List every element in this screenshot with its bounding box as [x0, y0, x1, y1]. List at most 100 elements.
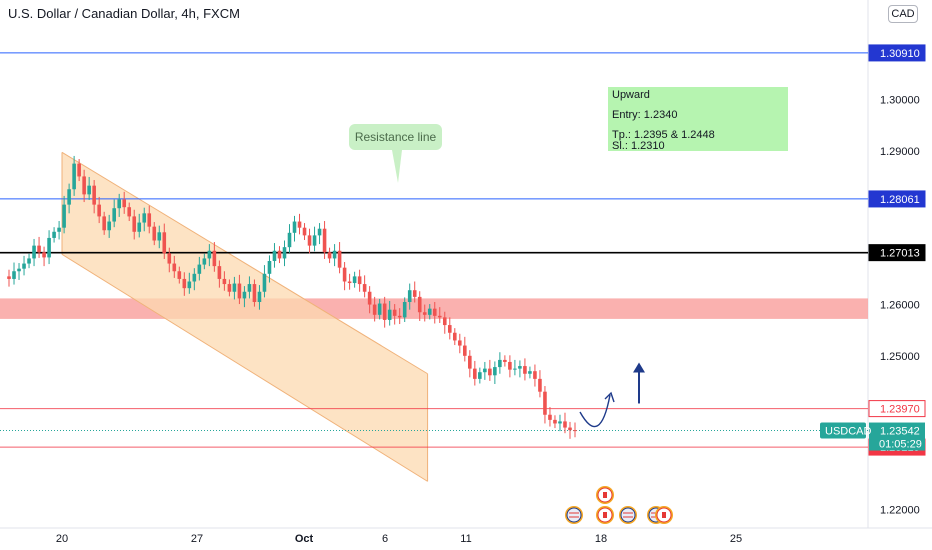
maple-leaf-icon-0	[603, 492, 607, 498]
price-tick-label-0: 1.30000	[880, 95, 920, 107]
candle-body-47	[237, 283, 242, 299]
candle-body-43	[217, 266, 222, 279]
candle-body-98	[493, 367, 497, 376]
candle-body-78	[392, 309, 397, 316]
level-label-1: 1.28061	[880, 194, 920, 206]
candle-body-94	[473, 368, 477, 379]
candle-body-63	[317, 228, 322, 236]
candle-body-60	[302, 227, 307, 236]
candle-countdown: 01:05:29	[879, 439, 922, 451]
candle-body-30	[152, 226, 157, 241]
note-sl: Sl.: 1.2310	[612, 140, 665, 152]
candle-body-38	[192, 273, 197, 282]
candle-body-69	[347, 281, 352, 284]
resistance-callout[interactable]: Resistance line	[349, 124, 442, 150]
current-price-box[interactable]	[869, 422, 925, 451]
candle-body-45	[227, 284, 232, 292]
candle-body-88	[442, 317, 447, 326]
price-tick-label-4: 1.22000	[880, 505, 920, 517]
time-tick-label-1: 27	[191, 533, 203, 545]
channel-lower-line[interactable]	[61, 253, 428, 482]
candle-body-73	[367, 291, 372, 305]
projection-curve[interactable]	[579, 394, 611, 428]
level-label-box-1[interactable]	[868, 190, 926, 208]
candle-body-36	[182, 278, 187, 289]
channel-upper-line[interactable]	[61, 151, 428, 375]
candle-body-61	[307, 235, 312, 246]
candle-body-72	[362, 284, 367, 292]
candle-body-95	[478, 372, 482, 379]
candle-body-28	[142, 213, 147, 223]
candle-body-93	[468, 355, 472, 369]
candle-body-15	[77, 163, 81, 177]
candle-body-79	[397, 315, 402, 318]
candle-body-83	[417, 296, 422, 313]
level-label-2: 1.27013	[880, 248, 920, 260]
candle-body-97	[488, 368, 492, 376]
chart-title: U.S. Dollar / Canadian Dollar, 4h, FXCM	[8, 6, 240, 21]
candle-body-13	[67, 189, 71, 205]
candle-body-58	[292, 221, 297, 233]
candle-body-50	[252, 284, 257, 302]
candle-body-21	[107, 221, 111, 231]
candle-body-27	[137, 222, 142, 232]
candle-body-4	[22, 263, 26, 269]
candle-body-6	[32, 245, 36, 259]
projection-curve-head	[604, 391, 615, 403]
candle-body-49	[247, 284, 252, 292]
time-tick-label-0: 20	[56, 533, 68, 545]
candle-body-105	[528, 371, 532, 374]
current-price-label: 1.23542	[880, 426, 920, 438]
candle-body-76	[382, 303, 387, 320]
candle-body-110	[553, 419, 557, 424]
symbol-tag-box[interactable]	[820, 422, 866, 439]
candle-body-25	[127, 207, 132, 217]
candle-body-34	[172, 263, 177, 272]
candle-body-24	[122, 199, 127, 208]
level-label-box-3[interactable]	[868, 400, 926, 418]
event-flag-us-icon-3	[620, 507, 636, 523]
candle-body-80	[402, 302, 407, 318]
candle-body-99	[498, 359, 502, 368]
trade-note[interactable]: Upward Entry: 1.2340 Tp.: 1.2395 & 1.244…	[608, 87, 788, 152]
level-label-0: 1.30910	[880, 48, 920, 60]
candle-body-39	[197, 264, 202, 274]
candle-body-62	[312, 235, 317, 246]
candle-body-16	[82, 176, 86, 195]
candle-body-84	[422, 312, 427, 315]
candle-body-12	[62, 204, 66, 228]
time-tick-label-6: 25	[730, 533, 742, 545]
level-label-box-0[interactable]	[868, 44, 926, 62]
note-tp: Tp.: 1.2395 & 1.2448	[612, 129, 715, 141]
price-tick-label-1: 1.29000	[880, 146, 920, 158]
candle-body-9	[47, 237, 51, 258]
candle-body-29	[147, 213, 152, 227]
candle-body-22	[112, 208, 116, 222]
candle-body-64	[322, 228, 327, 253]
candle-body-54	[272, 250, 277, 261]
price-tick-label-3: 1.25000	[880, 351, 920, 363]
candle-body-66	[332, 250, 337, 259]
candle-body-75	[377, 303, 382, 315]
candle-body-106	[533, 371, 537, 379]
level-label-3: 1.23970	[880, 404, 920, 416]
candle-body-85	[427, 308, 432, 315]
candle-body-51	[257, 291, 262, 302]
candle-body-113	[568, 427, 572, 431]
candle-body-53	[267, 261, 272, 274]
time-tick-label-2: Oct	[295, 533, 314, 545]
candle-body-109	[548, 414, 552, 420]
candle-body-71	[357, 276, 362, 285]
candle-body-90	[452, 332, 457, 341]
candle-body-91	[457, 340, 462, 346]
candle-body-14	[72, 163, 76, 190]
candle-body-32	[162, 232, 167, 254]
currency-button[interactable]: CAD	[888, 5, 918, 23]
candle-body-96	[483, 368, 487, 373]
level-label-box-2[interactable]	[868, 244, 926, 262]
candle-body-8	[42, 252, 46, 258]
candle-body-31	[157, 232, 162, 241]
candle-body-1	[7, 276, 11, 279]
candle-body-68	[342, 267, 347, 282]
